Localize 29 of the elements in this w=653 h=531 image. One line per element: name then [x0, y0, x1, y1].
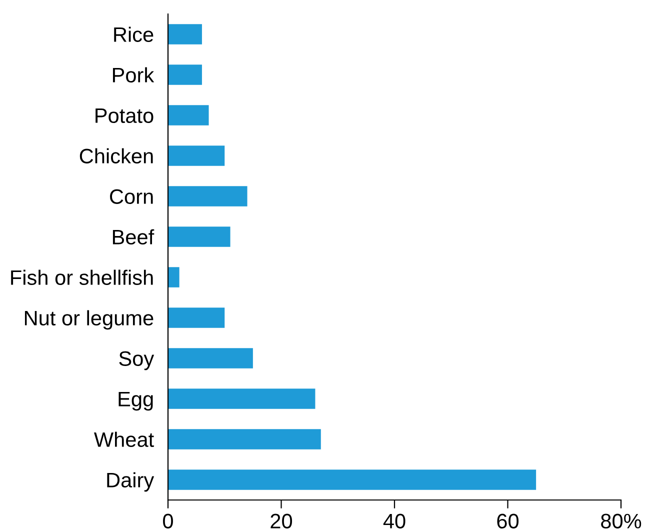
bar [168, 348, 253, 368]
x-tick-label: 40 [383, 514, 406, 528]
bar [168, 146, 225, 166]
y-tick-label: Rice [114, 26, 154, 42]
y-tick-label: Chicken [80, 148, 153, 164]
y-tick-label: Corn [110, 189, 153, 204]
bar [168, 267, 180, 288]
y-tick-label: Dairy [107, 472, 154, 492]
y-tick-label: Wheat [94, 432, 154, 448]
y-tick-label: Soy [119, 351, 154, 370]
y-tick-label: Potato [96, 108, 154, 124]
bar [168, 226, 230, 247]
y-tick-label: Fish or shellfish [11, 270, 153, 286]
bar [168, 64, 202, 85]
bar [168, 105, 209, 126]
bar [168, 429, 321, 450]
x-tick-label: 60 [497, 514, 519, 528]
bar [168, 24, 202, 44]
x-tick-label: 80% [601, 514, 642, 528]
y-tick-label: Beef [112, 229, 154, 245]
y-tick-label: Nut or legume [24, 310, 154, 330]
bar [168, 470, 536, 490]
y-tick-label: Egg [118, 392, 153, 411]
x-tick-label: 0 [163, 514, 173, 528]
y-tick-label: Pork [112, 67, 154, 83]
bar [168, 308, 225, 328]
bar [168, 186, 248, 206]
bar [168, 388, 316, 409]
x-tick-label: 20 [270, 514, 292, 528]
